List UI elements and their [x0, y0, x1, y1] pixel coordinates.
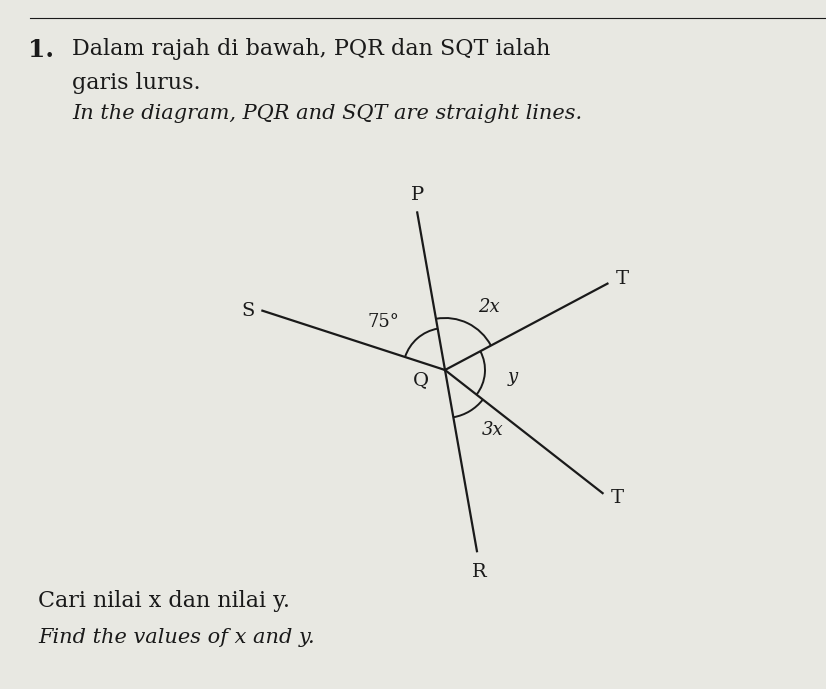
Text: S: S — [241, 302, 254, 320]
Text: y: y — [508, 368, 518, 387]
Text: T: T — [610, 489, 624, 507]
Text: T: T — [615, 269, 629, 287]
Text: In the diagram, PQR and SQT are straight lines.: In the diagram, PQR and SQT are straight… — [72, 104, 582, 123]
Text: P: P — [411, 187, 424, 205]
Text: R: R — [472, 563, 487, 582]
Text: Q: Q — [413, 371, 429, 389]
Text: Find the values of x and y.: Find the values of x and y. — [38, 628, 315, 647]
Text: Cari nilai x dan nilai y.: Cari nilai x dan nilai y. — [38, 590, 290, 612]
Text: garis lurus.: garis lurus. — [72, 72, 201, 94]
Text: 1.: 1. — [28, 38, 54, 62]
Text: 2x: 2x — [477, 298, 499, 316]
Text: 3x: 3x — [482, 421, 504, 440]
Text: 75°: 75° — [367, 313, 399, 331]
Text: Dalam rajah di bawah, PQR dan SQT ialah: Dalam rajah di bawah, PQR dan SQT ialah — [72, 38, 550, 60]
